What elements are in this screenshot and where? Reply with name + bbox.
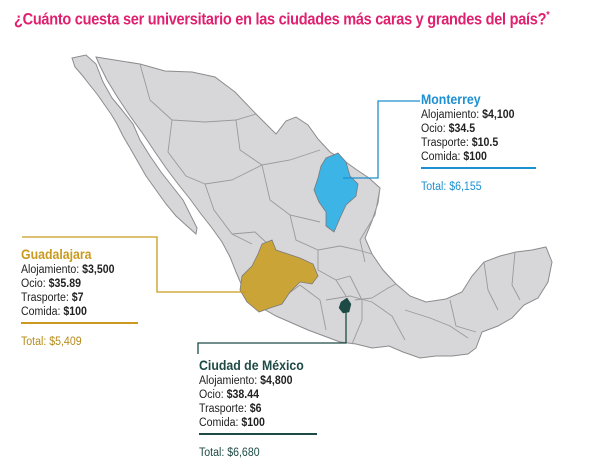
jalisco-region xyxy=(239,239,319,313)
title-text: ¿Cuánto cuesta ser universitario en las … xyxy=(14,10,547,29)
monterrey-name: Monterrey xyxy=(421,91,481,107)
monterrey-total: Total: $6,155 xyxy=(421,181,482,193)
cdmx-region xyxy=(338,297,352,314)
monterrey-card: Monterrey Alojamiento: $4,100 Ocio: $34.… xyxy=(421,92,536,194)
monterrey-comida: Comida: $100 xyxy=(421,151,487,163)
title-footnote-mark: * xyxy=(546,10,550,21)
guadalajara-comida: Comida: $100 xyxy=(21,306,87,318)
guadalajara-trasporte: Trasporte: $7 xyxy=(21,292,84,304)
cdmx-trasporte: Trasporte: $6 xyxy=(199,403,262,415)
monterrey-alojamiento: Alojamiento: $4,100 xyxy=(421,109,515,121)
cdmx-divider xyxy=(199,433,317,435)
guadalajara-ocio: Ocio: $35.89 xyxy=(21,278,82,290)
cdmx-ocio: Ocio: $38.44 xyxy=(199,389,260,401)
guadalajara-alojamiento: Alojamiento: $3,500 xyxy=(21,264,115,276)
nuevo-leon-region xyxy=(313,152,359,233)
guadalajara-name: Guadalajara xyxy=(21,246,92,262)
state-borders xyxy=(139,63,521,345)
cdmx-leader-line xyxy=(197,308,347,354)
cdmx-card: Ciudad de México Alojamiento: $4,800 Oci… xyxy=(199,358,318,460)
cdmx-alojamiento: Alojamiento: $4,800 xyxy=(199,375,293,387)
baja-california-peninsula xyxy=(71,54,198,235)
monterrey-leader-line xyxy=(343,100,420,179)
guadalajara-divider xyxy=(21,322,138,324)
guadalajara-card: Guadalajara Alojamiento: $3,500 Ocio: $3… xyxy=(21,247,138,349)
guadalajara-total: Total: $5,409 xyxy=(21,336,82,348)
cdmx-name: Ciudad de México xyxy=(199,357,304,373)
guadalajara-leader-line xyxy=(22,236,246,293)
monterrey-trasporte: Trasporte: $10.5 xyxy=(421,137,499,149)
monterrey-divider xyxy=(421,167,536,169)
monterrey-ocio: Ocio: $34.5 xyxy=(421,123,476,135)
cdmx-comida: Comida: $100 xyxy=(199,417,265,429)
infographic-title: ¿Cuánto cuesta ser universitario en las … xyxy=(14,10,550,30)
cdmx-total: Total: $6,680 xyxy=(199,447,260,459)
